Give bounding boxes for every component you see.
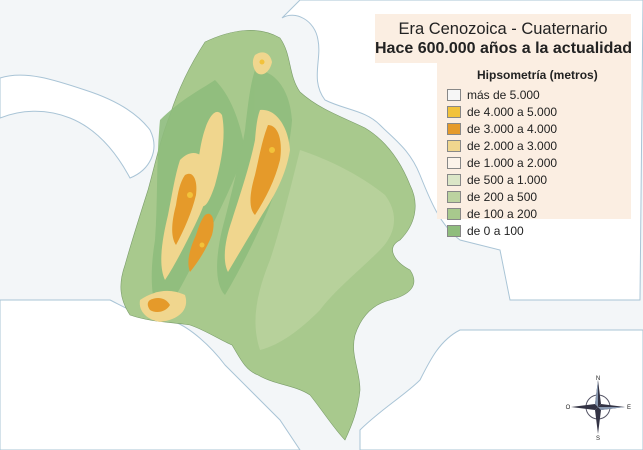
legend-label: de 0 a 100 — [467, 223, 524, 238]
legend-swatch — [447, 224, 461, 237]
legend-swatch — [447, 156, 461, 169]
legend-swatch — [447, 88, 461, 101]
andes-snow-peaks — [187, 59, 275, 248]
legend-label: de 100 a 200 — [467, 206, 538, 221]
legend-label: de 1.000 a 2.000 — [467, 155, 558, 170]
legend-item: de 2.000 a 3.000 — [447, 137, 631, 154]
legend-swatch — [447, 139, 461, 152]
legend-swatch — [447, 190, 461, 203]
legend-label: de 200 a 500 — [467, 189, 538, 204]
legend-item: de 3.000 a 4.000 — [447, 120, 631, 137]
map-title-box: Era Cenozoica - Cuaternario Hace 600.000… — [375, 14, 633, 63]
compass-west: O — [566, 405, 571, 411]
legend-label: de 4.000 a 5.000 — [467, 104, 558, 119]
legend-label: de 500 a 1.000 — [467, 172, 548, 187]
compass-rose-icon: N S E O — [566, 376, 631, 440]
legend-swatch — [447, 105, 461, 118]
map-subtitle: Hace 600.000 años a la actualidad — [375, 40, 633, 57]
hypsometry-legend: Hipsometría (metros) más de 5.000 de 4.00… — [437, 63, 631, 238]
compass-south: S — [596, 436, 600, 440]
legend-item: de 0 a 100 — [447, 222, 631, 239]
legend-item: de 500 a 1.000 — [447, 171, 631, 188]
legend-label: de 2.000 a 3.000 — [467, 138, 558, 153]
compass-east: E — [627, 405, 631, 411]
legend-item: de 4.000 a 5.000 — [447, 103, 631, 120]
legend-item: de 1.000 a 2.000 — [447, 154, 631, 171]
legend-label: más de 5.000 — [467, 87, 540, 102]
legend-swatch — [447, 173, 461, 186]
legend-title: Hipsometría (metros) — [477, 68, 598, 82]
legend-swatch — [447, 122, 461, 135]
compass-north: N — [596, 376, 600, 382]
eastern-plains — [255, 150, 395, 350]
legend-swatch — [447, 207, 461, 220]
legend-item: de 200 a 500 — [447, 188, 631, 205]
legend-item: más de 5.000 — [447, 86, 631, 103]
legend-label: de 3.000 a 4.000 — [467, 121, 558, 136]
legend-item: de 100 a 200 — [447, 205, 631, 222]
map-title: Era Cenozoica - Cuaternario — [398, 20, 608, 38]
